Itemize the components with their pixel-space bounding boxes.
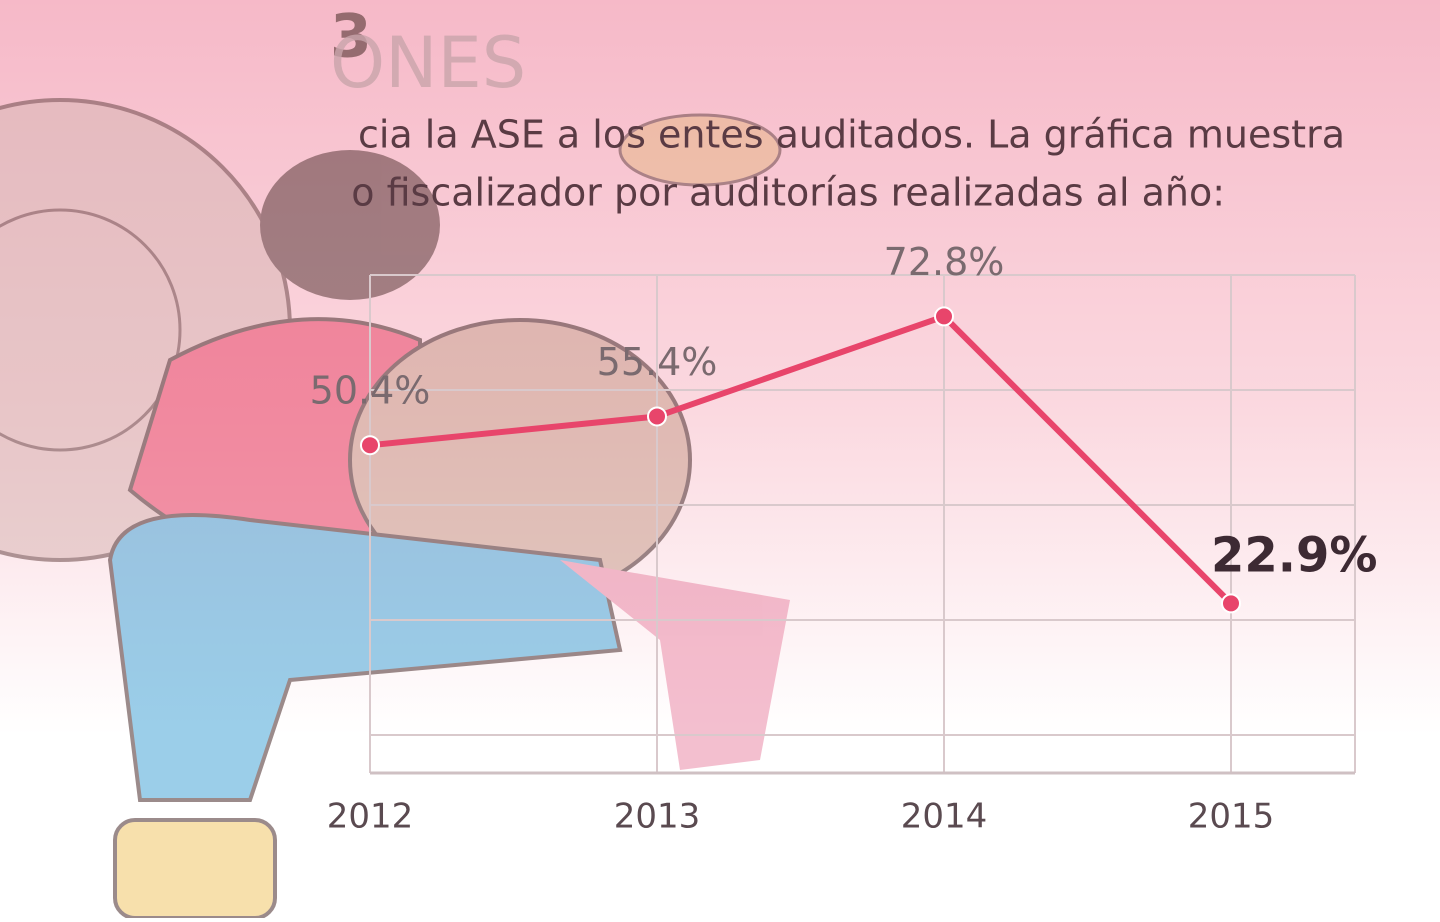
coins — [113, 818, 277, 920]
data-point — [360, 435, 380, 456]
coin — [618, 113, 782, 187]
leg-back — [560, 560, 790, 770]
value-label: 55.4% — [597, 340, 718, 384]
value-label: 22.9% — [1211, 527, 1378, 583]
x-tick-label: 2012 — [327, 797, 414, 837]
legs — [107, 513, 623, 802]
data-point — [1221, 593, 1241, 614]
subtitle-line: o fiscalizador por auditorías realizadas… — [351, 171, 1225, 215]
data-point — [934, 306, 954, 327]
title: ONES — [330, 22, 526, 104]
subtitle-line: cia la ASE a los entes auditados. La grá… — [358, 113, 1345, 157]
x-tick-label: 2015 — [1188, 797, 1275, 837]
x-tick-label: 2014 — [901, 797, 988, 837]
section-number: 3 — [330, 2, 372, 72]
value-label: 72.8% — [884, 240, 1005, 284]
illustration — [0, 98, 790, 920]
data-line — [369, 313, 1234, 606]
head — [260, 150, 440, 300]
data-point — [647, 406, 667, 427]
value-label: 50.4% — [310, 369, 431, 413]
wheel-ring — [0, 208, 182, 452]
x-tick-label: 2013 — [614, 797, 701, 837]
